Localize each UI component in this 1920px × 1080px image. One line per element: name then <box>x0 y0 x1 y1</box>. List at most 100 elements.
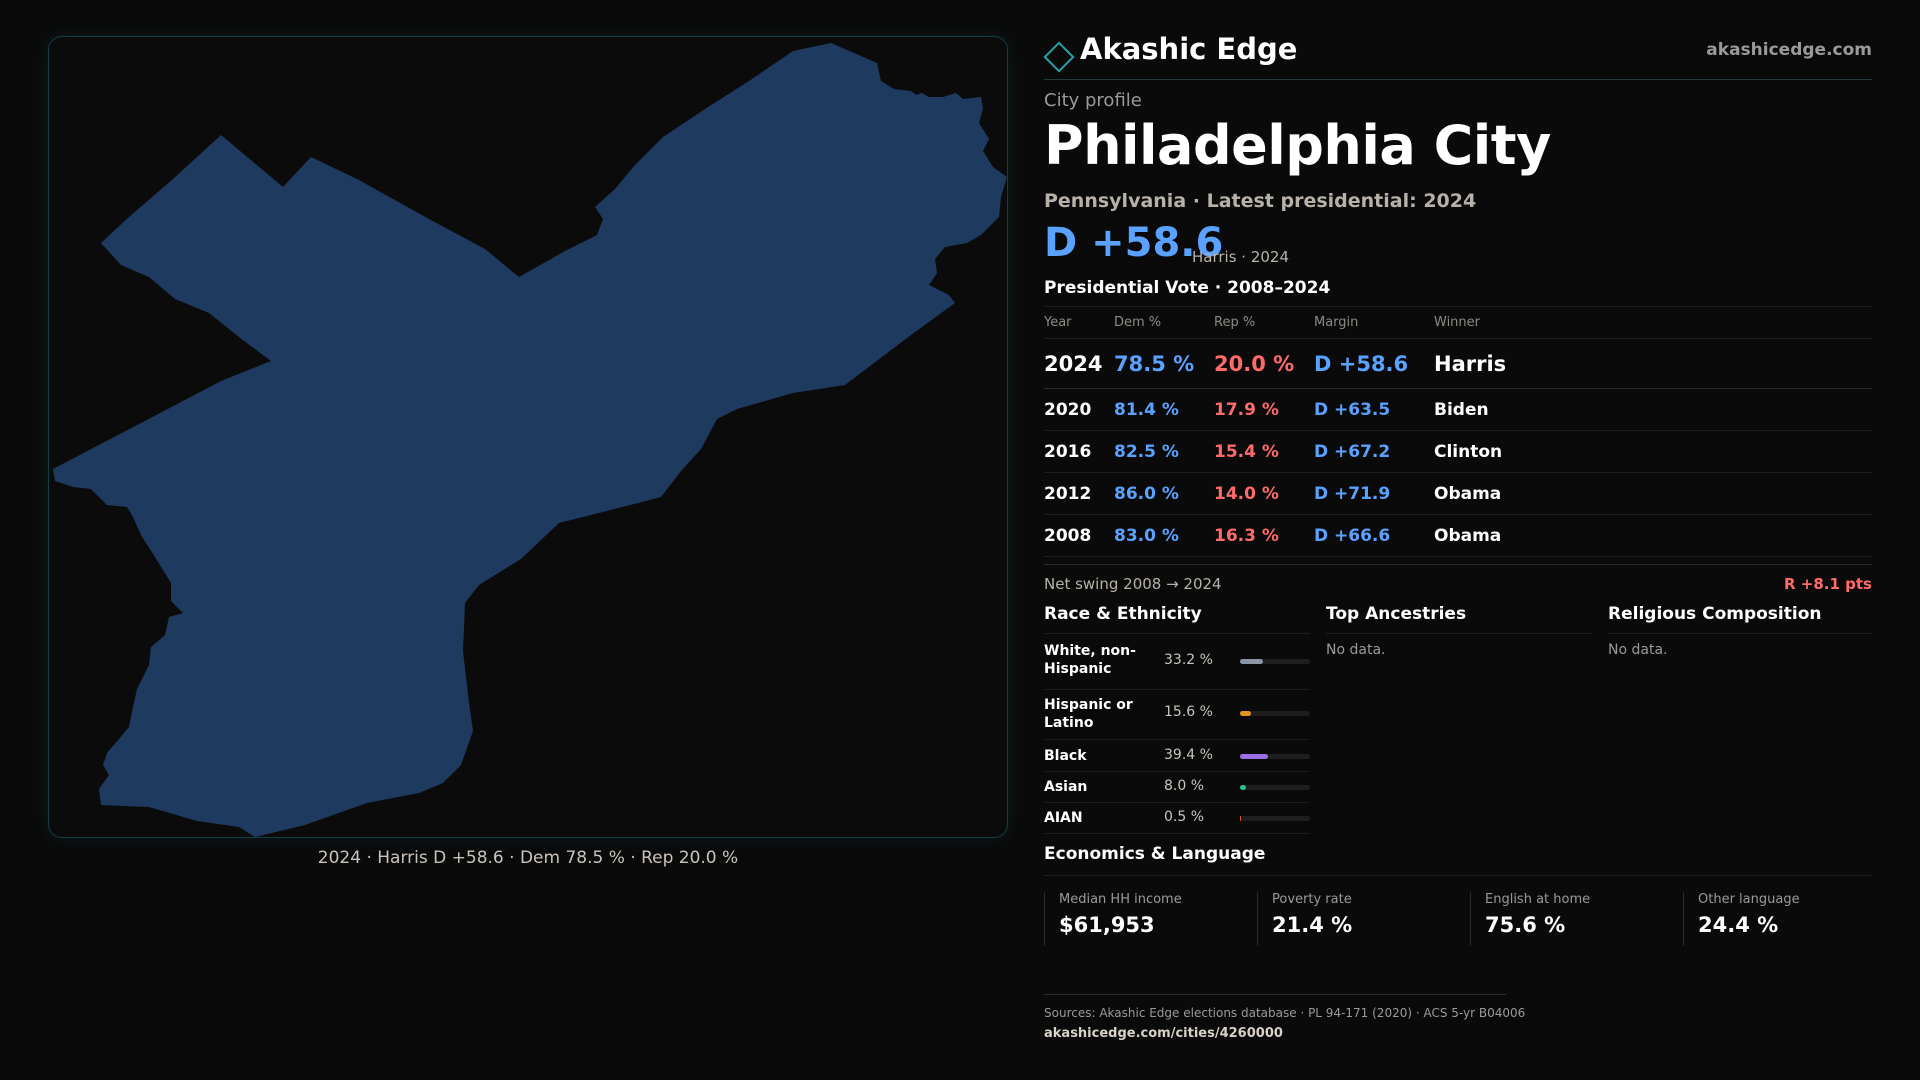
headline-margin-note: Harris · 2024 <box>1192 248 1290 266</box>
religion-empty-text: No data. <box>1608 642 1668 658</box>
net-swing-label: Net swing 2008 → 2024 <box>1044 575 1222 593</box>
map-panel[interactable] <box>48 36 1008 838</box>
table-row: 2012 86.0 % 14.0 % D +71.9 Obama <box>1044 472 1872 515</box>
race-pct: 8.0 % <box>1164 778 1205 794</box>
diamond-logo-icon <box>1043 41 1075 73</box>
race-row: Black 39.4 % <box>1044 740 1310 772</box>
col-year-header: Year <box>1044 306 1114 339</box>
winner-cell: Biden <box>1434 388 1872 431</box>
margin-cell: D +71.9 <box>1314 472 1434 515</box>
race-section-header: Race & Ethnicity <box>1044 602 1310 634</box>
footer-url-link[interactable]: akashicedge.com/cities/4260000 <box>1044 1026 1283 1041</box>
metric-english-at-home: English at home 75.6 % <box>1470 892 1670 946</box>
rep-cell: 20.0 % <box>1214 338 1314 389</box>
metric-value: 75.6 % <box>1485 913 1566 937</box>
brand-name[interactable]: Akashic Edge <box>1080 32 1298 66</box>
map-caption: 2024 · Harris D +58.6 · Dem 78.5 % · Rep… <box>317 848 739 868</box>
rep-cell: 17.9 % <box>1214 388 1314 431</box>
race-row: Hispanic or Latino 15.6 % <box>1044 690 1310 740</box>
race-bar-fill <box>1240 816 1242 821</box>
race-row: AIAN 0.5 % <box>1044 803 1310 834</box>
race-row: White, non-Hispanic 33.2 % <box>1044 634 1310 690</box>
race-label: AIAN <box>1044 810 1083 826</box>
city-map[interactable] <box>49 37 1008 838</box>
dem-cell: 81.4 % <box>1114 388 1214 431</box>
year-cell: 2020 <box>1044 388 1114 431</box>
table-row: 2008 83.0 % 16.3 % D +66.6 Obama <box>1044 514 1872 557</box>
metric-label: Other language <box>1698 892 1800 907</box>
ancestries-section-header: Top Ancestries <box>1326 602 1592 634</box>
dem-cell: 86.0 % <box>1114 472 1214 515</box>
ancestries-section: Top Ancestries No data. <box>1326 602 1592 658</box>
col-dem-header: Dem % <box>1114 306 1214 339</box>
metric-label: English at home <box>1485 892 1591 907</box>
winner-cell: Harris <box>1434 338 1872 389</box>
brand-header: Akashic Edge akashicedge.com <box>1043 30 1872 80</box>
profile-panel: Akashic Edge akashicedge.com City profil… <box>1043 30 1872 1060</box>
col-margin-header: Margin <box>1314 306 1434 339</box>
net-swing-value: R +8.1 pts <box>1784 575 1872 593</box>
religion-section: Religious Composition No data. <box>1608 602 1872 658</box>
race-bar-fill <box>1240 659 1264 664</box>
rep-cell: 14.0 % <box>1214 472 1314 515</box>
year-cell: 2016 <box>1044 430 1114 473</box>
race-pct: 0.5 % <box>1164 809 1205 825</box>
race-row: Asian 8.0 % <box>1044 772 1310 803</box>
col-winner-header: Winner <box>1434 306 1872 339</box>
votes-table-header: Year Dem % Rep % Margin Winner <box>1044 306 1872 339</box>
votes-section-title: Presidential Vote · 2008–2024 <box>1044 278 1331 298</box>
race-bar <box>1240 785 1310 790</box>
dem-cell: 82.5 % <box>1114 430 1214 473</box>
race-bar-fill <box>1240 754 1268 759</box>
religion-section-title: Religious Composition <box>1608 604 1822 624</box>
race-bar <box>1240 754 1310 759</box>
headline-margin: D +58.6 <box>1044 220 1224 266</box>
divider <box>1044 994 1506 995</box>
metric-median-income: Median HH income $61,953 <box>1044 892 1244 946</box>
margin-cell: D +66.6 <box>1314 514 1434 557</box>
year-cell: 2008 <box>1044 514 1114 557</box>
votes-table: Year Dem % Rep % Margin Winner 2024 78.5… <box>1044 306 1872 557</box>
page-title: Philadelphia City <box>1044 114 1551 177</box>
col-rep-header: Rep % <box>1214 306 1314 339</box>
dem-cell: 78.5 % <box>1114 338 1214 389</box>
economics-section-title: Economics & Language <box>1044 844 1266 864</box>
rep-cell: 15.4 % <box>1214 430 1314 473</box>
metric-other-language: Other language 24.4 % <box>1683 892 1872 946</box>
metric-value: $61,953 <box>1059 913 1155 937</box>
winner-cell: Obama <box>1434 472 1872 515</box>
race-section-title: Race & Ethnicity <box>1044 604 1202 624</box>
table-row: 2020 81.4 % 17.9 % D +63.5 Biden <box>1044 388 1872 431</box>
footer-sources: Sources: Akashic Edge elections database… <box>1044 1006 1526 1020</box>
winner-cell: Clinton <box>1434 430 1872 473</box>
ancestries-empty-text: No data. <box>1326 642 1386 658</box>
page-eyebrow: City profile <box>1044 90 1142 111</box>
year-cell: 2024 <box>1044 338 1114 389</box>
year-cell: 2012 <box>1044 472 1114 515</box>
page-subtitle: Pennsylvania · Latest presidential: 2024 <box>1044 190 1477 212</box>
race-label: Asian <box>1044 779 1088 795</box>
ancestries-section-title: Top Ancestries <box>1326 604 1467 624</box>
race-bar <box>1240 711 1310 716</box>
metric-label: Poverty rate <box>1272 892 1352 907</box>
race-section: Race & Ethnicity White, non-Hispanic 33.… <box>1044 602 1310 834</box>
race-label: Black <box>1044 748 1087 764</box>
city-boundary-shape[interactable] <box>53 43 1007 837</box>
brand-url-link[interactable]: akashicedge.com <box>1706 40 1872 60</box>
race-pct: 39.4 % <box>1164 747 1213 763</box>
race-bar-fill <box>1240 711 1251 716</box>
margin-cell: D +67.2 <box>1314 430 1434 473</box>
dem-cell: 83.0 % <box>1114 514 1214 557</box>
metric-poverty-rate: Poverty rate 21.4 % <box>1257 892 1457 946</box>
table-row: 2024 78.5 % 20.0 % D +58.6 Harris <box>1044 338 1872 389</box>
metric-label: Median HH income <box>1059 892 1182 907</box>
rep-cell: 16.3 % <box>1214 514 1314 557</box>
winner-cell: Obama <box>1434 514 1872 557</box>
divider <box>1044 875 1872 876</box>
race-label: Hispanic or Latino <box>1044 697 1133 731</box>
metric-value: 24.4 % <box>1698 913 1779 937</box>
religion-section-header: Religious Composition <box>1608 602 1872 634</box>
race-bar-fill <box>1240 785 1246 790</box>
metric-value: 21.4 % <box>1272 913 1353 937</box>
net-swing-row: Net swing 2008 → 2024 R +8.1 pts <box>1044 564 1872 598</box>
